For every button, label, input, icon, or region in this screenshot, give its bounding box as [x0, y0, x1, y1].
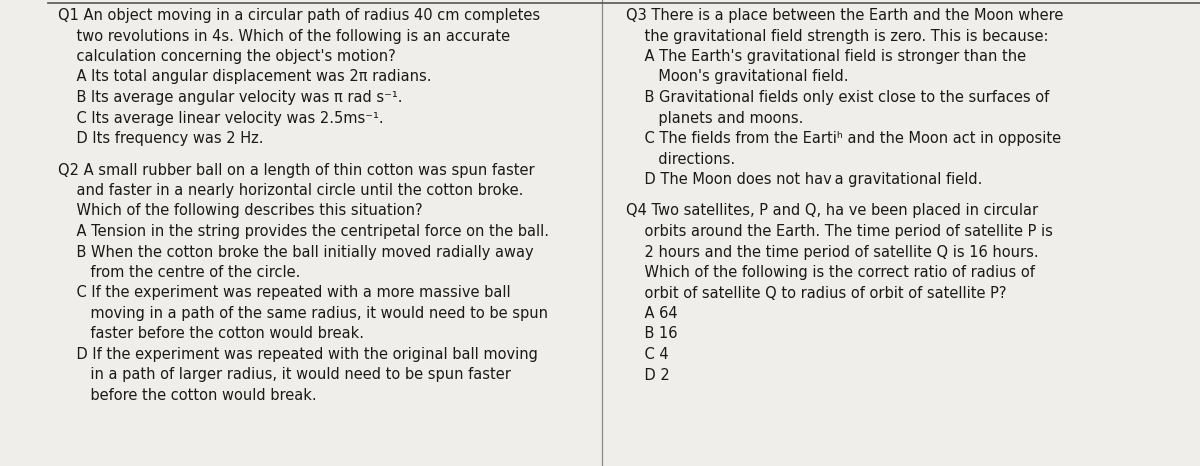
Text: C 4: C 4 [626, 347, 670, 362]
Text: A 64: A 64 [626, 306, 678, 321]
Text: Moon's gravitational field.: Moon's gravitational field. [626, 69, 848, 84]
Text: D 2: D 2 [626, 368, 670, 383]
Text: B 16: B 16 [626, 327, 678, 342]
Text: before the cotton would break.: before the cotton would break. [58, 388, 317, 403]
Text: 2 hours and the time period of satellite Q is 16 hours.: 2 hours and the time period of satellite… [626, 245, 1039, 260]
Text: Q4 Two satellites, P and Q, ha ve been placed in circular: Q4 Two satellites, P and Q, ha ve been p… [626, 204, 1038, 219]
Text: orbits around the Earth. The time period of satellite P is: orbits around the Earth. The time period… [626, 224, 1054, 239]
Text: two revolutions in 4s. Which of the following is an accurate: two revolutions in 4s. Which of the foll… [58, 28, 510, 43]
Text: the gravitational field strength is zero. This is because:: the gravitational field strength is zero… [626, 28, 1049, 43]
Text: Q3 There is a place between the Earth and the Moon where: Q3 There is a place between the Earth an… [626, 8, 1063, 23]
Text: moving in a path of the same radius, it would need to be spun: moving in a path of the same radius, it … [58, 306, 547, 321]
Text: from the centre of the circle.: from the centre of the circle. [58, 265, 300, 280]
Text: D The Moon does not hav a gravitational field.: D The Moon does not hav a gravitational … [626, 172, 983, 187]
Text: calculation concerning the object's motion?: calculation concerning the object's moti… [58, 49, 395, 64]
Text: Which of the following is the correct ratio of radius of: Which of the following is the correct ra… [626, 265, 1036, 280]
Text: Q2 A small rubber ball on a length of thin cotton was spun faster: Q2 A small rubber ball on a length of th… [58, 163, 534, 178]
Text: B Gravitational fields only exist close to the surfaces of: B Gravitational fields only exist close … [626, 90, 1050, 105]
Text: A Tension in the string provides the centripetal force on the ball.: A Tension in the string provides the cen… [58, 224, 548, 239]
Text: faster before the cotton would break.: faster before the cotton would break. [58, 327, 364, 342]
Text: A The Earth's gravitational field is stronger than the: A The Earth's gravitational field is str… [626, 49, 1026, 64]
Text: directions.: directions. [626, 151, 736, 166]
Text: C If the experiment was repeated with a more massive ball: C If the experiment was repeated with a … [58, 286, 510, 301]
Text: B When the cotton broke the ball initially moved radially away: B When the cotton broke the ball initial… [58, 245, 533, 260]
Text: Q1 An object moving in a circular path of radius 40 cm completes: Q1 An object moving in a circular path o… [58, 8, 540, 23]
Text: and faster in a nearly horizontal circle until the cotton broke.: and faster in a nearly horizontal circle… [58, 183, 523, 198]
Text: B Its average angular velocity was π rad s⁻¹.: B Its average angular velocity was π rad… [58, 90, 402, 105]
Text: C The fields from the Eartiʰ and the Moon act in opposite: C The fields from the Eartiʰ and the Moo… [626, 131, 1062, 146]
Text: D Its frequency was 2 Hz.: D Its frequency was 2 Hz. [58, 131, 263, 146]
Text: Which of the following describes this situation?: Which of the following describes this si… [58, 204, 422, 219]
Text: in a path of larger radius, it would need to be spun faster: in a path of larger radius, it would nee… [58, 368, 510, 383]
Text: A Its total angular displacement was 2π radians.: A Its total angular displacement was 2π … [58, 69, 431, 84]
Text: C Its average linear velocity was 2.5ms⁻¹.: C Its average linear velocity was 2.5ms⁻… [58, 110, 383, 125]
Text: planets and moons.: planets and moons. [626, 110, 804, 125]
Text: orbit of satellite Q to radius of orbit of satellite P?: orbit of satellite Q to radius of orbit … [626, 286, 1007, 301]
Text: D If the experiment was repeated with the original ball moving: D If the experiment was repeated with th… [58, 347, 538, 362]
